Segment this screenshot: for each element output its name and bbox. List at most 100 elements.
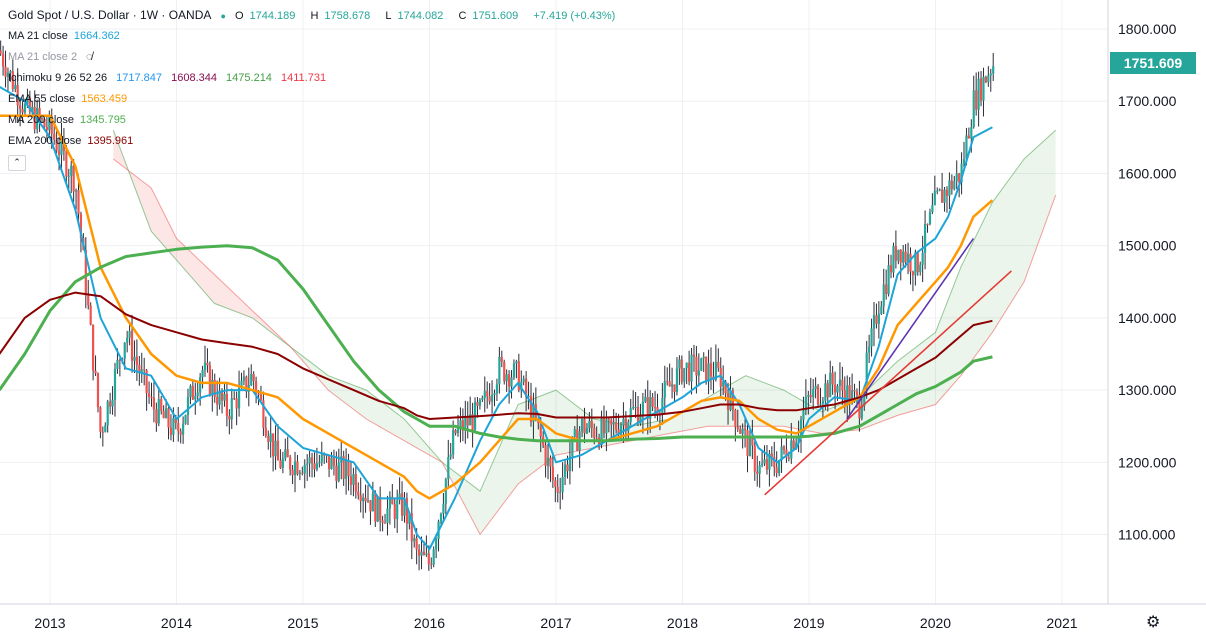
candle-body [374, 493, 377, 522]
candle-body [272, 433, 275, 457]
candle-body [522, 378, 525, 382]
candle-body [403, 498, 406, 516]
candle-body [242, 376, 246, 381]
indicator-ema200[interactable]: EMA 200 close 1395.961 [8, 135, 134, 147]
candle-body [206, 362, 209, 366]
candle-body [678, 359, 681, 369]
candle-body [43, 118, 46, 127]
candle-body [391, 496, 394, 505]
candle-body [585, 428, 589, 434]
candle-body [376, 496, 379, 522]
indicator-ichimoku[interactable]: Ichimoku 9 26 52 26 1717.847 1608.344 14… [8, 72, 327, 84]
candle-body [563, 464, 567, 477]
candle-body [184, 415, 187, 424]
candle-body [663, 381, 666, 398]
candle-body [111, 399, 114, 407]
candle-body [763, 459, 766, 464]
candle-body [476, 402, 479, 406]
candle-body [921, 252, 924, 265]
candle-body [264, 427, 267, 436]
candle-body [464, 417, 467, 431]
candle-body [722, 381, 725, 387]
candle-body [899, 249, 902, 263]
candle-body [741, 428, 744, 434]
candle-body [444, 479, 447, 504]
candle-body [459, 420, 462, 427]
candle-body [123, 342, 126, 359]
candle-body [909, 253, 912, 272]
candle-body [298, 472, 301, 475]
symbol-title[interactable]: Gold Spot / U.S. Dollar · 1W · OANDA [8, 8, 212, 22]
trend-line-support[interactable] [764, 270, 1012, 496]
candle-body [649, 397, 652, 419]
eye-off-icon[interactable]: ◌̸ [86, 51, 93, 63]
candle-body [561, 476, 564, 493]
series-line-ma-200-close [0, 244, 993, 443]
candle-body [0, 50, 2, 54]
candle-body [410, 513, 413, 542]
grid [0, 0, 1108, 604]
candle-body [977, 78, 980, 110]
candle-body [792, 440, 795, 449]
candle-body [724, 381, 727, 394]
candle-body [653, 407, 657, 409]
candle-body [493, 393, 496, 396]
candle-body [296, 461, 299, 475]
gear-icon[interactable]: ⚙ [1146, 614, 1161, 631]
candle-body [211, 379, 214, 395]
candle-body [880, 306, 883, 314]
candle-body [109, 401, 112, 407]
candle-body [948, 180, 951, 196]
candle-body [267, 435, 270, 442]
candle-body [216, 397, 219, 405]
indicator-ma21-2[interactable]: MA 21 close 2 [8, 51, 78, 63]
candle-body [138, 364, 141, 374]
indicator-ema55[interactable]: EMA 55 close 1563.459 [8, 93, 128, 105]
candle-body [14, 85, 17, 89]
candle-body [194, 395, 197, 400]
candle-body [972, 90, 975, 128]
candle-body [6, 72, 10, 77]
candle-body [505, 374, 508, 382]
x-tick-label: 2021 [1046, 615, 1077, 631]
candle-body [841, 379, 844, 391]
candle-body [836, 386, 839, 393]
candle-body [408, 513, 411, 524]
trend-line-support-2[interactable] [846, 237, 975, 420]
candle-body [135, 356, 138, 365]
candle-body [237, 387, 241, 409]
candle-body [877, 313, 880, 324]
candle-body [882, 284, 885, 307]
candle-body [99, 407, 102, 432]
candle-body [600, 418, 603, 445]
candle-body [130, 331, 134, 361]
candle-body [79, 214, 83, 238]
candle-body [118, 359, 121, 361]
collapse-legend-icon[interactable]: ⌃ [8, 155, 26, 171]
candle-body [96, 373, 100, 408]
candle-body [799, 419, 803, 437]
candle-body [865, 352, 868, 388]
candle-body [807, 394, 810, 397]
candle-body [53, 133, 56, 140]
cloud-segment [992, 158, 1025, 333]
candle-body [449, 454, 452, 458]
candle-body [894, 246, 897, 261]
candle-body [359, 495, 362, 502]
ohlc-change: +7.419 (+0.43%) [533, 10, 616, 22]
candle-body [775, 467, 778, 474]
candle-body [615, 422, 618, 430]
candle-body [233, 398, 236, 400]
candle-body [670, 384, 674, 387]
indicator-ma21[interactable]: MA 21 close 1664.362 [8, 30, 120, 42]
indicator-ma200[interactable]: MA 200 close 1345.795 [8, 114, 126, 126]
candles [0, 40, 995, 571]
x-tick-label: 2016 [414, 615, 445, 631]
candle-body [753, 445, 756, 472]
candle-body [213, 379, 216, 398]
candle-body [527, 396, 530, 398]
candle-body [371, 493, 374, 512]
candle-body [160, 399, 163, 411]
candle-body [551, 466, 554, 481]
